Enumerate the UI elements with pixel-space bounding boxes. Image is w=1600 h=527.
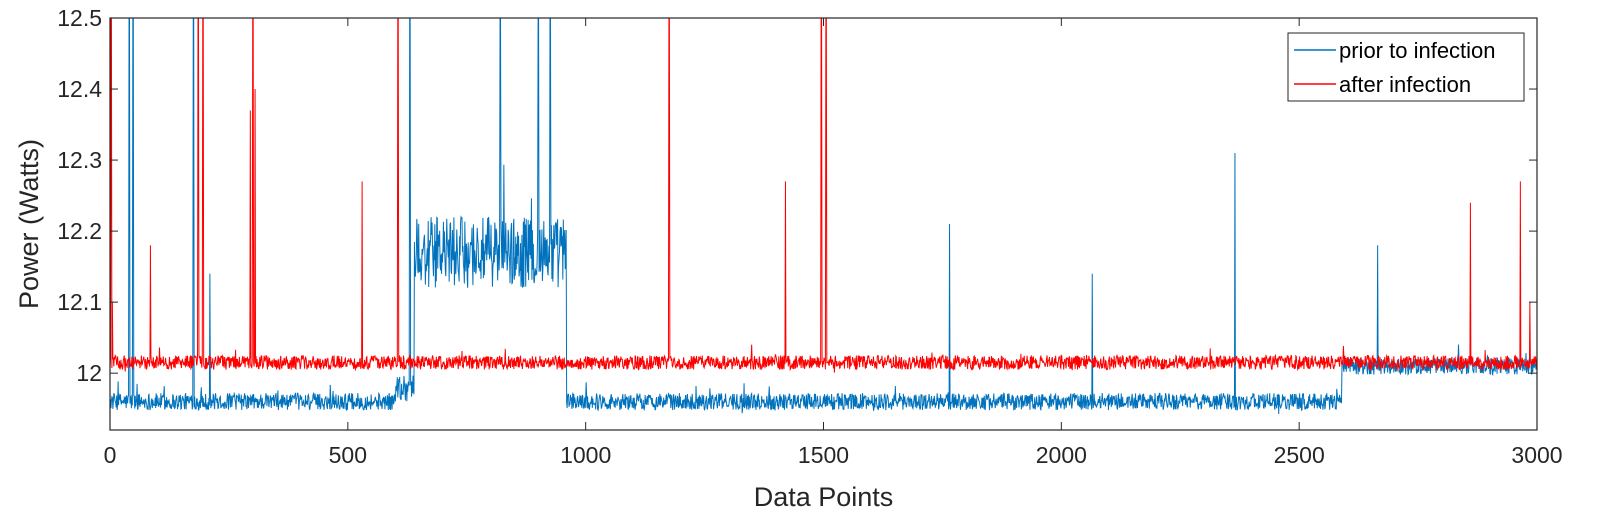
axis-ticks xyxy=(109,17,1538,430)
series-line-prior xyxy=(110,18,1537,414)
y-tick-label: 12.1 xyxy=(57,289,102,315)
y-tick-label: 12.3 xyxy=(57,147,102,173)
plot-area xyxy=(110,18,1537,414)
y-axis-title: Power (Watts) xyxy=(14,139,44,309)
x-axis-title: Data Points xyxy=(754,482,894,512)
x-tick-label: 2000 xyxy=(1036,442,1087,468)
x-tick-label: 2500 xyxy=(1274,442,1325,468)
y-tick-label: 12.2 xyxy=(57,218,102,244)
y-tick-label: 12.4 xyxy=(57,76,102,102)
x-tick-label: 1500 xyxy=(798,442,849,468)
legend-label-prior: prior to infection xyxy=(1339,38,1496,63)
x-tick-label: 1000 xyxy=(560,442,611,468)
y-tick-label: 12 xyxy=(76,360,102,386)
legend: prior to infection after infection xyxy=(1287,32,1525,102)
legend-box xyxy=(1287,32,1525,102)
legend-label-after: after infection xyxy=(1339,72,1471,97)
y-tick-label: 12.5 xyxy=(57,5,102,31)
series-line-after xyxy=(110,18,1537,373)
x-tick-label: 0 xyxy=(104,442,117,468)
x-tick-label: 3000 xyxy=(1511,442,1562,468)
x-tick-label: 500 xyxy=(329,442,367,468)
axis-tick-labels: 0 500 1000 1500 2000 2500 3000 12 12.1 12.2 12.3 12… xyxy=(57,5,1562,468)
